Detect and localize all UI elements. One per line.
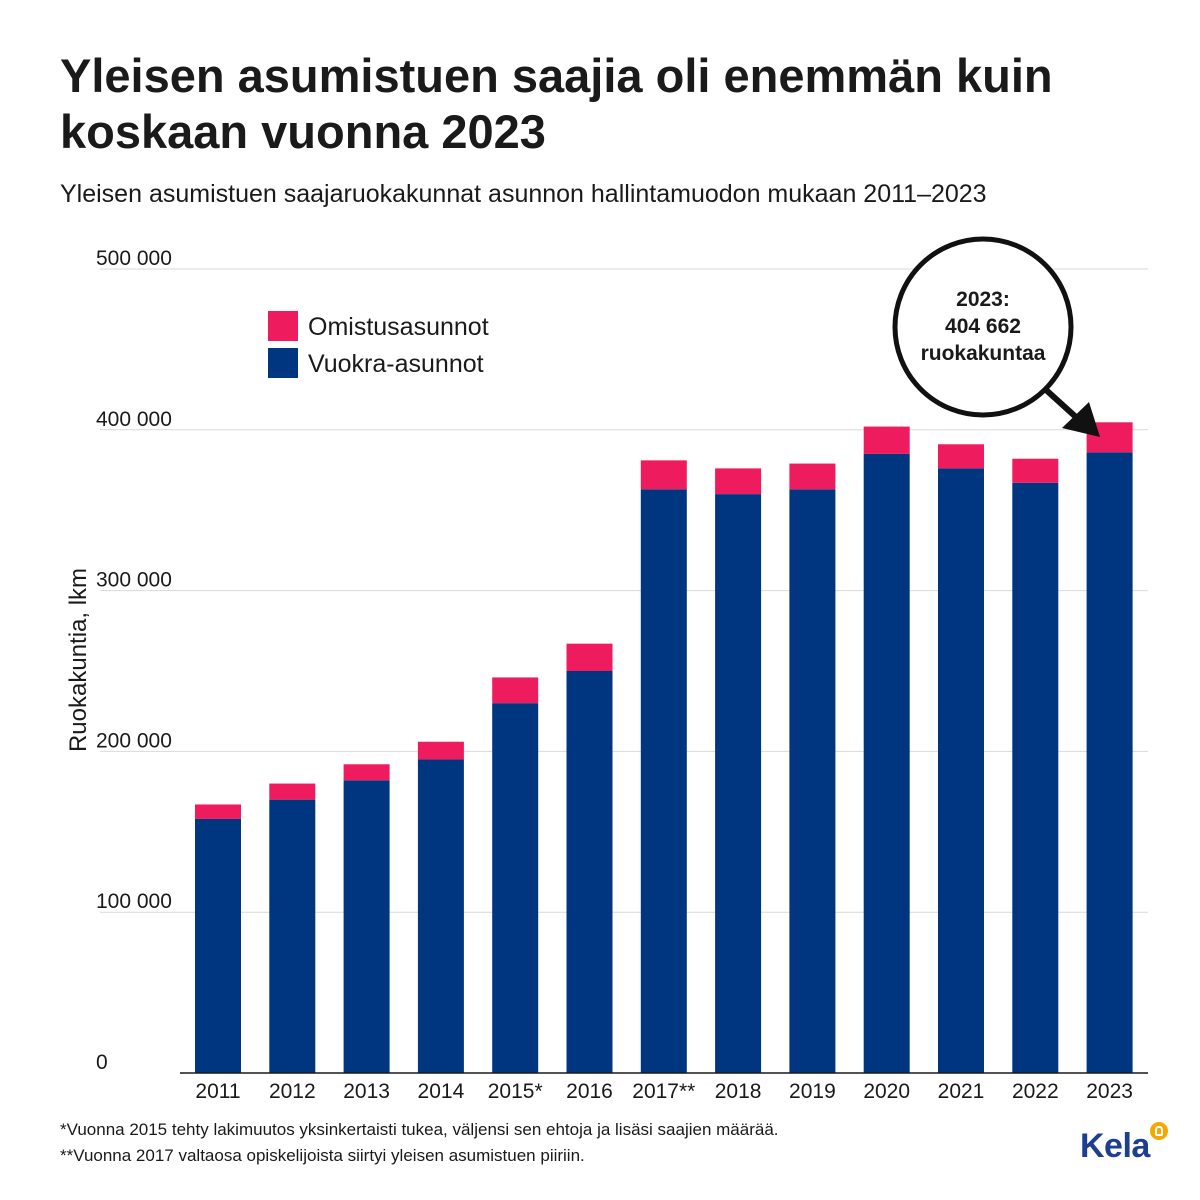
chart-subtitle: Yleisen asumistuen saajaruokakunnat asun… <box>60 180 987 208</box>
chart-title: Yleisen asumistuen saajia oli enemmän ku… <box>60 49 1053 158</box>
y-axis-ticks: 0 100 000 200 000 300 000 400 000 500 000 <box>96 247 172 1074</box>
callout-arrow-shaft <box>1042 386 1080 421</box>
legend-label: Omistusasunnot <box>308 313 489 341</box>
y-axis-label: Ruokakuntia, lkm <box>65 568 92 752</box>
legend: Omistusasunnot Vuokra-asunnot <box>268 311 489 378</box>
bars <box>195 422 1133 1074</box>
legend-swatch <box>268 348 298 378</box>
x-tick-label: 2020 <box>863 1080 910 1103</box>
x-tick-label: 2013 <box>343 1080 390 1103</box>
legend-swatch <box>268 311 298 341</box>
footnote-2017: **Vuonna 2017 valtaosa opiskelijoista si… <box>60 1146 585 1165</box>
x-tick-label: 2016 <box>566 1080 613 1103</box>
bar-vuokra-2017 <box>640 489 687 1073</box>
legend-label: Vuokra-asunnot <box>308 350 484 378</box>
bar-omistus-2020 <box>863 426 910 454</box>
x-axis-ticks: 2011 2012 2013 2014 2015* 2016 2017** 2018 2019 2… <box>195 1080 1133 1103</box>
callout-arrow-head <box>1062 402 1100 437</box>
kela-logo: Kela <box>1080 1122 1170 1170</box>
bar-vuokra-2011 <box>195 818 241 1073</box>
logo-accent-icon <box>1150 1122 1168 1140</box>
stacked-bar-chart: 0 100 000 200 000 300 000 400 000 500 000 Ruo… <box>65 236 1148 1103</box>
callout-text: ruokakuntaa <box>921 342 1046 365</box>
x-tick-label: 2021 <box>938 1080 985 1103</box>
callout-text: 404 662 <box>945 315 1021 338</box>
annotation-callout: 2023: 404 662 ruokakuntaa <box>892 236 1100 437</box>
y-tick-label: 0 <box>96 1051 108 1074</box>
bar-omistus-2021 <box>938 444 984 469</box>
x-tick-label: 2012 <box>269 1080 316 1103</box>
bar-vuokra-2013 <box>343 780 390 1073</box>
bar-vuokra-2015 <box>492 703 539 1073</box>
bar-omistus-2022 <box>1012 458 1059 483</box>
y-tick-label: 300 000 <box>96 569 172 592</box>
bar-vuokra-2021 <box>938 468 984 1074</box>
bar-omistus-2015 <box>492 677 539 704</box>
x-tick-label: 2011 <box>195 1080 240 1103</box>
bar-omistus-2016 <box>566 643 613 671</box>
bar-vuokra-2018 <box>715 494 762 1073</box>
bar-vuokra-2020 <box>863 453 910 1073</box>
callout-circle <box>892 236 1074 418</box>
x-tick-label: 2017** <box>632 1080 695 1103</box>
bar-omistus-2012 <box>269 783 316 800</box>
x-tick-label: 2019 <box>789 1080 836 1103</box>
bar-vuokra-2016 <box>566 671 613 1073</box>
y-tick-label: 200 000 <box>96 729 172 752</box>
x-tick-label: 2015* <box>488 1080 543 1103</box>
footnote-2015: *Vuonna 2015 tehty lakimuutos yksinkerta… <box>60 1120 779 1139</box>
y-tick-label: 400 000 <box>96 408 172 431</box>
bar-omistus-2014 <box>417 741 464 760</box>
y-tick-label: 100 000 <box>96 890 172 913</box>
bar-vuokra-2012 <box>269 799 316 1073</box>
bar-vuokra-2022 <box>1012 482 1059 1073</box>
bar-vuokra-2014 <box>417 759 464 1073</box>
x-tick-label: 2018 <box>715 1080 762 1103</box>
bar-omistus-2019 <box>789 463 836 490</box>
x-tick-label: 2023 <box>1086 1080 1133 1103</box>
bar-omistus-2017 <box>640 460 687 490</box>
y-tick-label: 500 000 <box>96 247 172 270</box>
bar-omistus-2013 <box>343 764 390 781</box>
callout-text: 2023: <box>956 288 1010 311</box>
x-tick-label: 2022 <box>1012 1080 1059 1103</box>
x-tick-label: 2014 <box>418 1080 465 1103</box>
logo-text: Kela <box>1080 1127 1150 1165</box>
bar-vuokra-2023 <box>1086 452 1133 1073</box>
bar-omistus-2011 <box>195 804 241 819</box>
bar-omistus-2018 <box>715 468 762 495</box>
bar-vuokra-2019 <box>789 489 836 1073</box>
